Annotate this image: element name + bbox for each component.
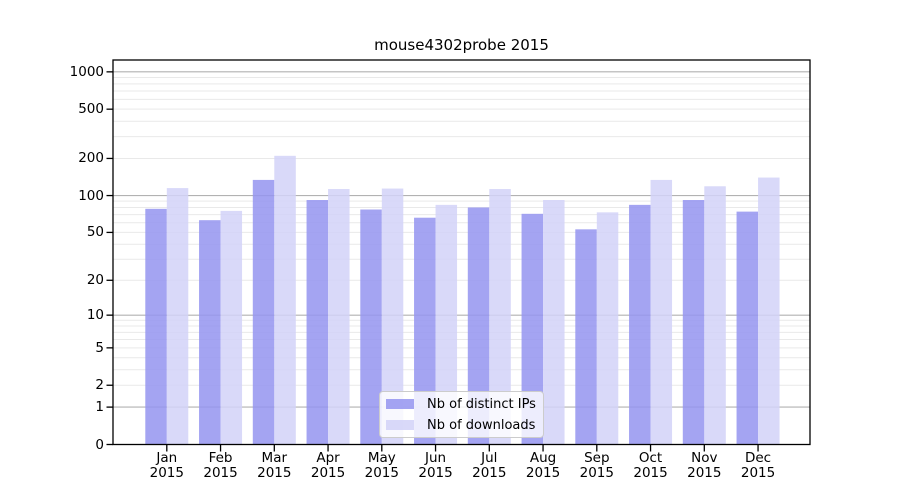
chart-title: mouse4302probe 2015 — [374, 36, 549, 54]
bar-downloads-nov — [704, 186, 726, 445]
x-tick-label-apr: Apr 2015 — [310, 450, 346, 481]
x-tick-label-jul: Jul 2015 — [472, 450, 507, 481]
x-tick-label-jun: Jun 2015 — [418, 450, 453, 481]
y-tick-label-2: 2 — [95, 377, 104, 394]
x-tick-label-feb: Feb 2015 — [203, 450, 238, 481]
bar-downloads-jun — [435, 204, 458, 445]
bar-downloads-jul — [489, 189, 511, 445]
y-tick-label-500: 500 — [78, 101, 104, 118]
bar-distinct-ips-sep — [575, 229, 597, 445]
plot-border — [112, 59, 811, 446]
y-tick-label-100: 100 — [78, 187, 104, 204]
x-tick-label-sep: Sep 2015 — [579, 450, 614, 481]
x-tick-label-nov: Nov 2015 — [687, 450, 722, 481]
bar-downloads-mar — [274, 155, 296, 445]
y-tick-label-20: 20 — [86, 272, 104, 289]
x-tick-label-aug: Aug 2015 — [525, 450, 561, 481]
y-tick-label-1: 1 — [95, 399, 104, 416]
bar-downloads-apr — [328, 189, 350, 445]
legend-label-downloads: Nb of downloads — [427, 417, 536, 433]
legend-swatch-distinct-ips — [386, 399, 414, 409]
y-tick-label-5: 5 — [95, 339, 104, 356]
bar-distinct-ips-may — [360, 209, 382, 445]
x-tick-label-mar: Mar 2015 — [257, 450, 292, 481]
y-tick-label-10: 10 — [86, 307, 104, 324]
x-tick-label-dec: Dec 2015 — [740, 450, 776, 481]
x-tick-label-oct: Oct 2015 — [633, 450, 668, 481]
bar-downloads-oct — [650, 179, 673, 445]
bar-distinct-ips-jan — [145, 208, 167, 445]
y-tick-label-0: 0 — [95, 436, 104, 453]
bar-distinct-ips-jul — [467, 207, 490, 445]
bar-distinct-ips-jun — [414, 217, 436, 445]
legend-swatch-downloads — [386, 420, 414, 430]
legend-item-distinct-ips: Nb of distinct IPs — [386, 395, 537, 414]
legend-label-distinct-ips: Nb of distinct IPs — [427, 396, 536, 412]
bar-distinct-ips-mar — [252, 179, 275, 445]
legend-item-downloads: Nb of downloads — [386, 416, 537, 435]
y-tick-label-50: 50 — [86, 224, 104, 241]
y-tick-label-1000: 1000 — [69, 63, 104, 80]
bar-distinct-ips-feb — [199, 220, 221, 445]
bar-distinct-ips-nov — [682, 200, 705, 445]
bar-downloads-may — [381, 188, 404, 445]
bar-distinct-ips-oct — [629, 204, 651, 445]
bar-downloads-sep — [596, 212, 619, 445]
bar-downloads-feb — [220, 210, 243, 445]
bar-downloads-dec — [758, 177, 780, 445]
y-tick-label-200: 200 — [78, 150, 104, 167]
x-tick-label-may: May 2015 — [364, 450, 399, 481]
bar-distinct-ips-apr — [306, 200, 329, 445]
bar-downloads-aug — [543, 200, 565, 445]
bar-downloads-jan — [166, 188, 189, 445]
x-tick-label-jan: Jan 2015 — [149, 450, 184, 481]
bar-distinct-ips-dec — [736, 211, 759, 445]
bar-distinct-ips-aug — [521, 213, 544, 445]
legend: Nb of distinct IPs Nb of downloads — [379, 391, 544, 438]
